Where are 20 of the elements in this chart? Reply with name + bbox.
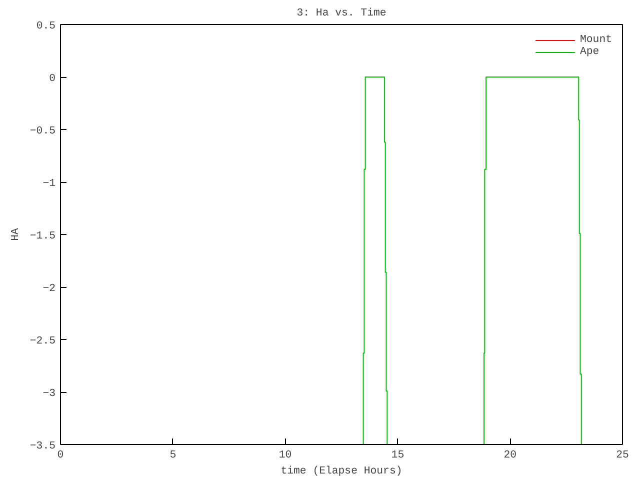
legend-label: Mount — [580, 34, 612, 46]
y-tick-label: 0.5 — [36, 20, 56, 32]
x-tick-label: 25 — [616, 450, 629, 462]
y-axis-title: HA — [10, 228, 22, 241]
chart-title: 3: Ha vs. Time — [296, 8, 386, 20]
x-tick-label: 10 — [278, 450, 292, 462]
x-tick-label: 0 — [57, 450, 64, 462]
y-tick-label: 0 — [49, 73, 56, 85]
x-axis-title: time (Elapse Hours) — [280, 466, 402, 478]
x-tick-label: 20 — [504, 450, 516, 462]
y-tick-label: −2 — [42, 283, 56, 295]
x-tick-label: 15 — [391, 450, 404, 462]
y-tick-label: −2.5 — [30, 336, 56, 348]
y-tick-label: −1.5 — [30, 230, 56, 242]
x-tick-label: 5 — [170, 450, 176, 462]
y-tick-label: −3 — [42, 388, 56, 400]
y-tick-label: −0.5 — [30, 126, 56, 138]
legend-label: Ape — [580, 46, 600, 58]
y-tick-label: −3.5 — [30, 440, 56, 452]
y-tick-label: −1 — [42, 178, 56, 190]
